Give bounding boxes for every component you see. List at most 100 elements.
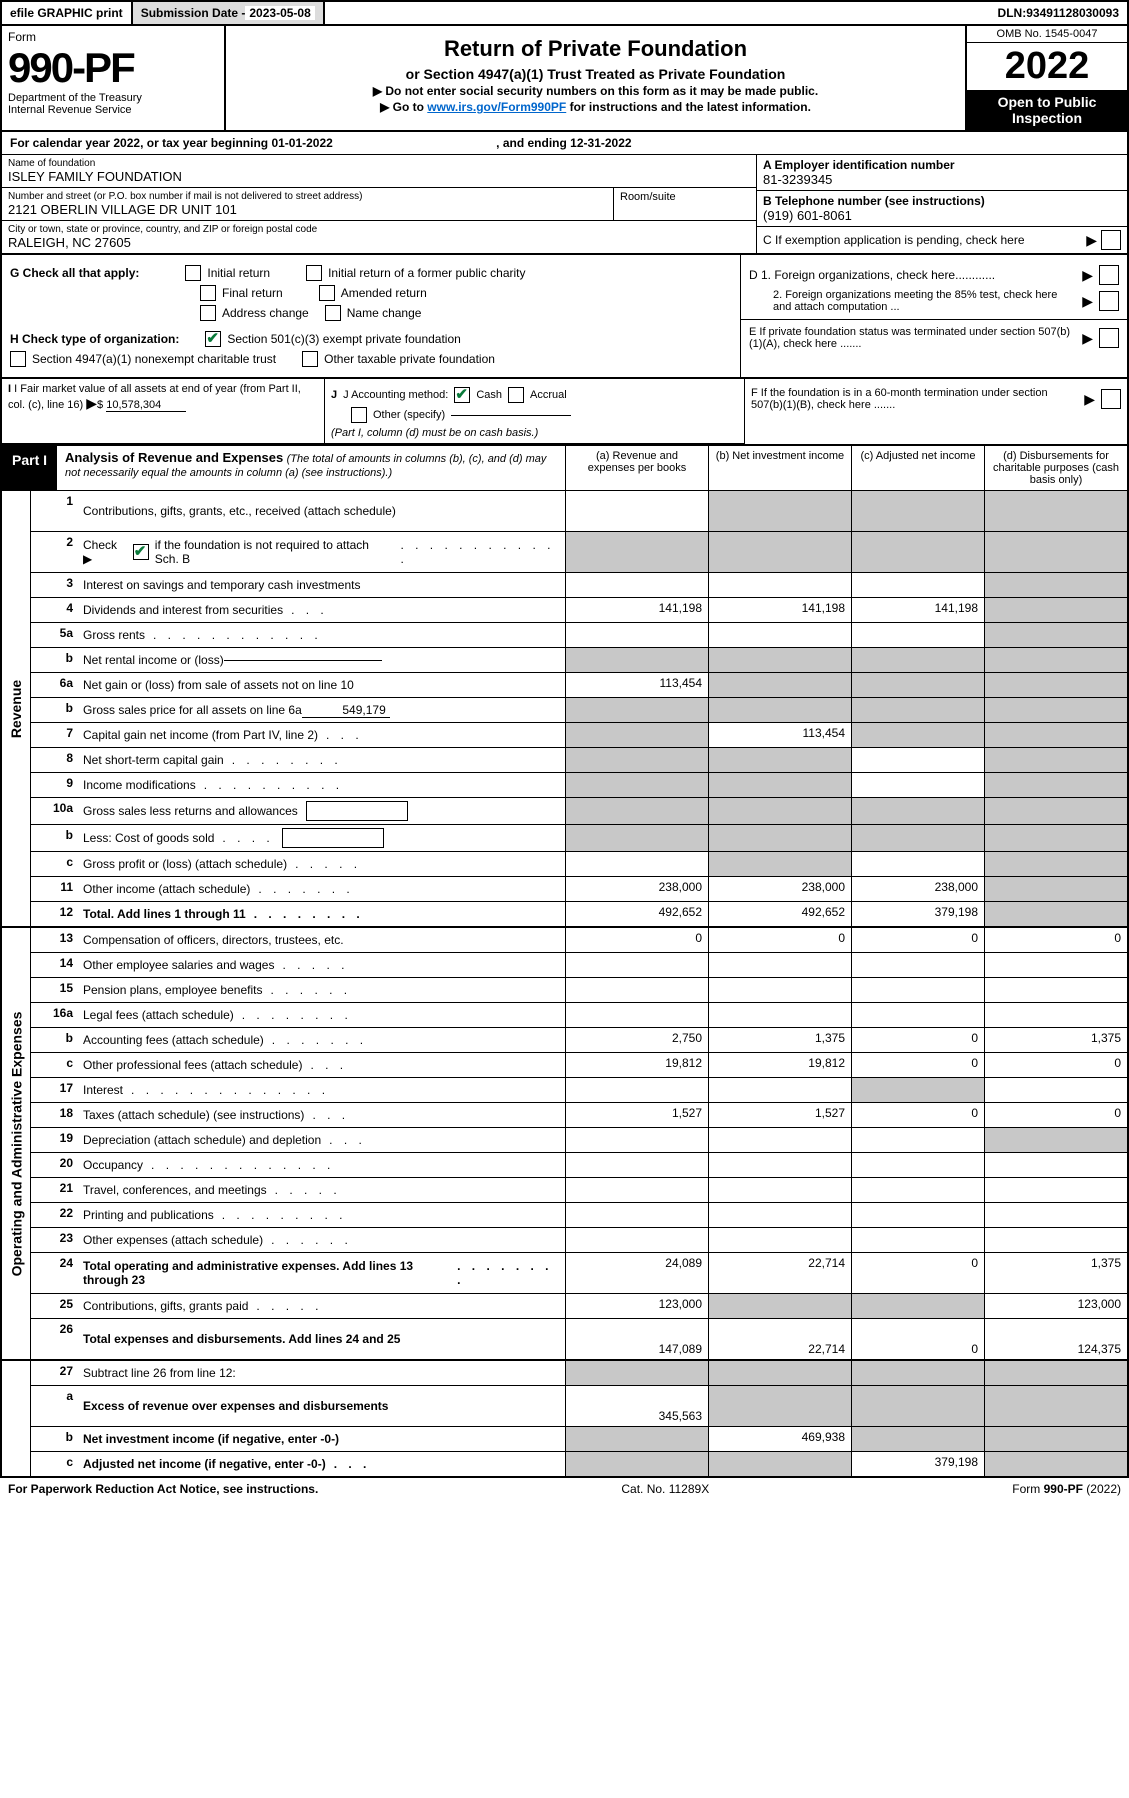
- subdate-value: 2023-05-08: [245, 6, 314, 20]
- info-block: Name of foundation ISLEY FAMILY FOUNDATI…: [0, 155, 1129, 255]
- row-27b: Net investment income (if negative, ente…: [77, 1427, 565, 1451]
- row-11: Other income (attach schedule). . . . . …: [77, 877, 565, 901]
- row-13: Compensation of officers, directors, tru…: [77, 928, 565, 952]
- street-address: 2121 OBERLIN VILLAGE DR UNIT 101: [8, 202, 607, 217]
- expenses-side-label: Operating and Administrative Expenses: [2, 928, 31, 1359]
- tax-year: 2022: [967, 43, 1127, 90]
- form-id-block: Form 990-PF Department of the Treasury I…: [2, 26, 226, 130]
- g-final-checkbox[interactable]: [200, 285, 216, 301]
- c-checkbox[interactable]: [1101, 230, 1121, 250]
- row-18: Taxes (attach schedule) (see instruction…: [77, 1103, 565, 1127]
- form-title: Return of Private Foundation: [236, 36, 955, 62]
- row-10c: Gross profit or (loss) (attach schedule)…: [77, 852, 565, 876]
- row-23: Other expenses (attach schedule). . . . …: [77, 1228, 565, 1252]
- calendar-year-row: For calendar year 2022, or tax year begi…: [0, 132, 1129, 155]
- row-8: Net short-term capital gain. . . . . . .…: [77, 748, 565, 772]
- revenue-side-label: Revenue: [2, 491, 31, 926]
- city-state-zip: RALEIGH, NC 27605: [8, 235, 750, 250]
- efile-label[interactable]: efile GRAPHIC print: [2, 2, 133, 24]
- part1-title: Analysis of Revenue and Expenses: [65, 450, 283, 465]
- form-header: Form 990-PF Department of the Treasury I…: [0, 26, 1129, 132]
- ssn-note: ▶ Do not enter social security numbers o…: [236, 84, 955, 98]
- row-5b: Net rental income or (loss): [77, 648, 565, 672]
- g-address-checkbox[interactable]: [200, 305, 216, 321]
- open-public-badge: Open to Public Inspection: [967, 90, 1127, 130]
- row-21: Travel, conferences, and meetings. . . .…: [77, 1178, 565, 1202]
- row-19: Depreciation (attach schedule) and deple…: [77, 1128, 565, 1152]
- dln-label: DLN:: [998, 6, 1027, 20]
- j-other-checkbox[interactable]: [351, 407, 367, 423]
- g-amended-checkbox[interactable]: [319, 285, 335, 301]
- g-name-checkbox[interactable]: [325, 305, 341, 321]
- ein-label: A Employer identification number: [763, 158, 1121, 172]
- dept-irs: Internal Revenue Service: [8, 104, 218, 116]
- omb-number: OMB No. 1545-0047: [967, 26, 1127, 43]
- g-initial-checkbox[interactable]: [185, 265, 201, 281]
- part1-header: Part I Analysis of Revenue and Expenses …: [0, 446, 1129, 491]
- j-note: (Part I, column (d) must be on cash basi…: [331, 427, 738, 439]
- g-initial-former-checkbox[interactable]: [306, 265, 322, 281]
- row-3: Interest on savings and temporary cash i…: [77, 573, 565, 597]
- ijf-block: I I Fair market value of all assets at e…: [0, 379, 1129, 446]
- f-checkbox[interactable]: [1101, 389, 1121, 409]
- row-24: Total operating and administrative expen…: [77, 1253, 565, 1293]
- h-other-checkbox[interactable]: [302, 351, 318, 367]
- d2-checkbox[interactable]: [1099, 291, 1119, 311]
- row-4: Dividends and interest from securities. …: [77, 598, 565, 622]
- cat-no: Cat. No. 11289X: [621, 1482, 709, 1496]
- row-12: Total. Add lines 1 through 11. . . . . .…: [77, 902, 565, 926]
- top-bar: efile GRAPHIC print Submission Date - 20…: [0, 0, 1129, 26]
- e-checkbox[interactable]: [1099, 328, 1119, 348]
- dln-cell: DLN: 93491128030093: [990, 2, 1127, 24]
- d2-label: 2. Foreign organizations meeting the 85%…: [773, 289, 1076, 313]
- subtract-grid: 27 Subtract line 26 from line 12: a Exce…: [0, 1361, 1129, 1478]
- form-ref: Form 990-PF (2022): [1012, 1482, 1121, 1496]
- revenue-grid: Revenue 1 Contributions, gifts, grants, …: [0, 491, 1129, 928]
- r6b-value: 549,179: [302, 703, 390, 718]
- h-label: H Check type of organization:: [10, 332, 179, 346]
- room-label: Room/suite: [620, 191, 750, 203]
- row-22: Printing and publications. . . . . . . .…: [77, 1203, 565, 1227]
- row-5a: Gross rents. . . . . . . . . . . .: [77, 623, 565, 647]
- d1-checkbox[interactable]: [1099, 265, 1119, 285]
- d1-label: D 1. Foreign organizations, check here..…: [749, 268, 1076, 282]
- submission-date-cell: Submission Date - 2023-05-08: [133, 2, 325, 24]
- paperwork-notice: For Paperwork Reduction Act Notice, see …: [8, 1482, 318, 1496]
- g-label: G Check all that apply:: [10, 266, 139, 280]
- row-16a: Legal fees (attach schedule). . . . . . …: [77, 1003, 565, 1027]
- h-501c3-checkbox[interactable]: [205, 331, 221, 347]
- check-section-gh: G Check all that apply: Initial return I…: [0, 255, 1129, 379]
- e-label: E If private foundation status was termi…: [749, 326, 1076, 350]
- form990pf-link[interactable]: www.irs.gov/Form990PF: [427, 100, 566, 114]
- year-block: OMB No. 1545-0047 2022 Open to Public In…: [965, 26, 1127, 130]
- row-2: Check ▶ if the foundation is not require…: [77, 532, 565, 572]
- col-c-header: (c) Adjusted net income: [851, 446, 984, 490]
- j-accrual-checkbox[interactable]: [508, 387, 524, 403]
- row-9: Income modifications. . . . . . . . . .: [77, 773, 565, 797]
- f-label: F If the foundation is in a 60-month ter…: [751, 387, 1078, 411]
- row-20: Occupancy. . . . . . . . . . . . .: [77, 1153, 565, 1177]
- row-14: Other employee salaries and wages. . . .…: [77, 953, 565, 977]
- goto-note: ▶ Go to www.irs.gov/Form990PF for instru…: [236, 100, 955, 114]
- part1-label: Part I: [2, 446, 57, 490]
- page-footer: For Paperwork Reduction Act Notice, see …: [0, 1478, 1129, 1500]
- row-15: Pension plans, employee benefits. . . . …: [77, 978, 565, 1002]
- h-4947-checkbox[interactable]: [10, 351, 26, 367]
- r2-checkbox[interactable]: [133, 544, 149, 560]
- city-label: City or town, state or province, country…: [8, 224, 750, 235]
- row-27a: Excess of revenue over expenses and disb…: [77, 1386, 565, 1426]
- dept-treasury: Department of the Treasury: [8, 92, 218, 104]
- form-number: 990-PF: [8, 44, 218, 92]
- row-10b: Less: Cost of goods sold. . . .: [77, 825, 565, 851]
- row-1: Contributions, gifts, grants, etc., rece…: [77, 491, 565, 531]
- dln-value: 93491128030093: [1026, 6, 1119, 20]
- row-7: Capital gain net income (from Part IV, l…: [77, 723, 565, 747]
- row-17: Interest. . . . . . . . . . . . . .: [77, 1078, 565, 1102]
- row-6a: Net gain or (loss) from sale of assets n…: [77, 673, 565, 697]
- phone-label: B Telephone number (see instructions): [763, 194, 1121, 208]
- row-10a: Gross sales less returns and allowances: [77, 798, 565, 824]
- col-d-header: (d) Disbursements for charitable purpose…: [984, 446, 1127, 490]
- j-cash-checkbox[interactable]: [454, 387, 470, 403]
- arrow-icon: ▶: [1086, 232, 1097, 249]
- form-title-block: Return of Private Foundation or Section …: [226, 26, 965, 130]
